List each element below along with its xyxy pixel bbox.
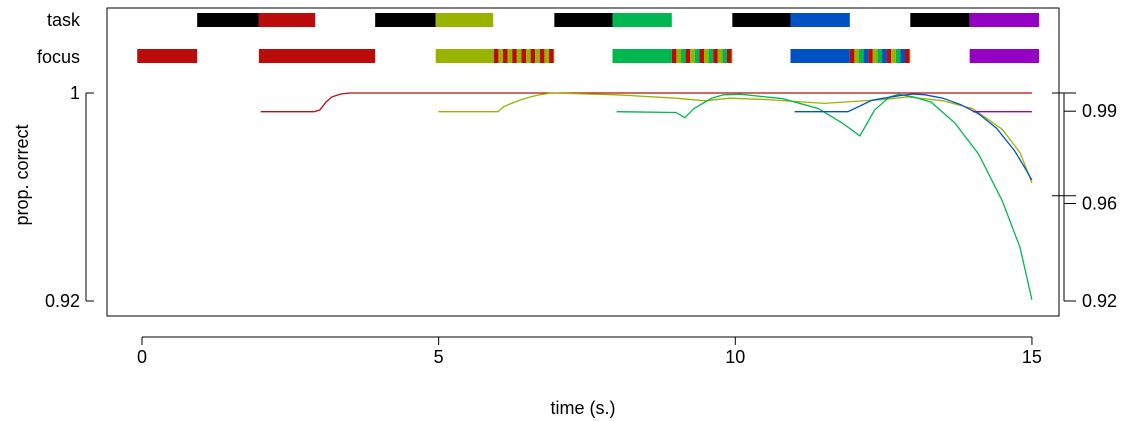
plot-frame — [106, 7, 1060, 317]
x-tick-label: 10 — [725, 347, 745, 367]
focus-stripe — [868, 49, 873, 63]
focus-bar-2 — [435, 49, 494, 63]
series-line-1 — [438, 92, 1033, 183]
focus-stripe — [909, 49, 911, 63]
y-axis-label: prop. correct — [12, 124, 32, 225]
task-bar-8 — [910, 13, 970, 27]
focus-row-label: focus — [37, 47, 80, 67]
focus-stripe — [498, 49, 504, 63]
focus-stripe — [671, 49, 677, 63]
series-line-3 — [794, 93, 1033, 181]
focus-stripe — [685, 49, 691, 63]
bars-layer — [137, 13, 1040, 63]
focus-stripe — [535, 49, 540, 63]
focus-stripe — [905, 49, 910, 63]
focus-stripe — [727, 49, 732, 63]
x-tick-label: 0 — [137, 347, 147, 367]
y-tick-label-right: 0.96 — [1082, 194, 1117, 214]
task-bar-4 — [554, 13, 613, 27]
focus-stripe — [503, 49, 508, 63]
task-bar-2 — [375, 13, 436, 27]
task-bar-3 — [435, 13, 494, 27]
focus-bar-1 — [258, 49, 376, 63]
focus-stripe — [886, 49, 892, 63]
task-bar-9 — [969, 13, 1040, 27]
axes-layer: 0 5 10 15 1 0.92 0.99 0.96 0.92 — [45, 83, 1117, 367]
focus-stripe — [553, 49, 555, 63]
focus-stripe — [863, 49, 869, 63]
task-bar-6 — [732, 13, 791, 27]
x-tick-label: 15 — [1022, 347, 1042, 367]
series-layer — [260, 92, 1033, 300]
focus-stripe — [493, 49, 499, 63]
focus-stripe — [699, 49, 705, 63]
y-tick-label-left: 1 — [70, 83, 80, 103]
focus-stripe — [872, 49, 878, 63]
focus-stripe — [895, 49, 901, 63]
focus-stripe — [708, 49, 714, 63]
focus-bar-4 — [612, 49, 672, 63]
focus-stripe — [704, 49, 709, 63]
focus-stripe — [690, 49, 695, 63]
x-tick-label: 5 — [434, 347, 444, 367]
series-line-0 — [260, 92, 1032, 113]
focus-stripe — [859, 49, 864, 63]
focus-stripe — [731, 49, 733, 63]
task-bar-5 — [612, 13, 672, 27]
y-tick-label-left: 0.92 — [45, 291, 80, 311]
task-bar-1 — [258, 13, 316, 27]
focus-bar-6 — [790, 49, 850, 63]
series-line-2 — [616, 93, 1033, 300]
focus-stripe — [676, 49, 682, 63]
x-axis-label: time (s.) — [551, 398, 616, 418]
focus-stripe — [694, 49, 700, 63]
focus-stripe — [713, 49, 718, 63]
focus-stripe — [549, 49, 554, 63]
focus-stripe — [512, 49, 517, 63]
focus-bar-7 — [849, 49, 911, 63]
task-bar-7 — [790, 13, 850, 27]
focus-bar-8 — [969, 49, 1040, 63]
y-tick-label-right: 0.92 — [1082, 291, 1117, 311]
focus-stripe — [882, 49, 887, 63]
task-row-label: task — [47, 10, 81, 30]
focus-stripe — [717, 49, 723, 63]
focus-stripe — [891, 49, 896, 63]
focus-stripe — [722, 49, 728, 63]
focus-stripe — [900, 49, 906, 63]
focus-bar-3 — [493, 49, 555, 63]
focus-stripe — [521, 49, 527, 63]
focus-stripe — [526, 49, 531, 63]
y-tick-label-right: 0.99 — [1082, 101, 1117, 121]
focus-stripe — [530, 49, 536, 63]
focus-stripe — [681, 49, 686, 63]
focus-stripe — [854, 49, 860, 63]
focus-stripe — [849, 49, 855, 63]
focus-stripe — [507, 49, 513, 63]
focus-stripe — [516, 49, 522, 63]
focus-stripe — [539, 49, 545, 63]
focus-stripe — [544, 49, 550, 63]
focus-bar-5 — [671, 49, 733, 63]
focus-stripe — [877, 49, 883, 63]
focus-bar-0 — [137, 49, 198, 63]
task-bar-0 — [197, 13, 259, 27]
